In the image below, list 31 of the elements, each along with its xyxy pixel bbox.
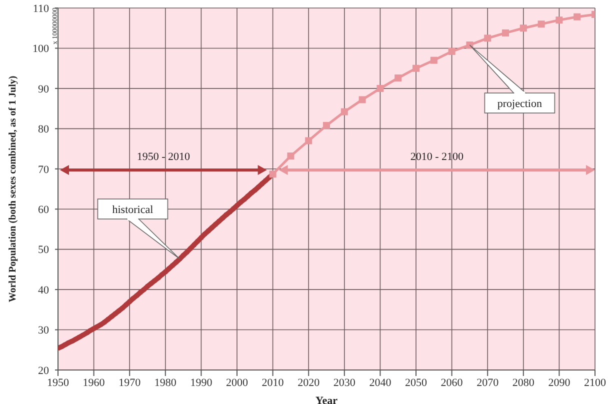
x-tick-label: 2090	[548, 376, 571, 389]
x-tick-label: 2030	[333, 376, 356, 389]
y-tick-label: 100	[32, 43, 50, 56]
y-tick-label: 60	[38, 204, 50, 216]
y-tick-label: 110	[32, 2, 50, 15]
x-axis-title: Year	[316, 395, 338, 404]
y-tick-label: 80	[38, 124, 50, 136]
x-tick-label: 2010	[262, 376, 284, 389]
x-tick-label: 2020	[298, 376, 320, 389]
x-tick-label: 2100	[584, 376, 606, 389]
annotation: 1950 - 2010	[136, 151, 190, 163]
x-tick-label: 1960	[82, 376, 106, 389]
y-tick-label: 90	[38, 83, 50, 96]
annotation: projection	[497, 98, 542, 110]
y-tick-label: 30	[38, 324, 50, 337]
x-tick-label: 2050	[405, 376, 428, 389]
x-tick-label: 2060	[440, 376, 464, 389]
annotation: historical	[112, 204, 154, 216]
x-tick-label: 2000	[226, 376, 248, 389]
y-tick-label: 70	[38, 164, 50, 176]
y-tick-label: 20	[38, 364, 50, 377]
y-tick-label: 50	[38, 244, 50, 256]
y-axis-title: World Population (both sexes combined, as of 1 July)	[8, 76, 19, 302]
y-tick-label: 40	[38, 284, 50, 296]
x-tick-label: 1970	[118, 376, 142, 389]
x-tick-label: 1990	[190, 376, 213, 389]
x-tick-label: 2040	[369, 376, 392, 389]
x-tick-label: 2080	[512, 376, 535, 389]
x-tick-label: 1950	[47, 376, 70, 389]
x-tick-label: 2070	[476, 376, 500, 389]
x-tick-label: 1980	[154, 376, 177, 389]
